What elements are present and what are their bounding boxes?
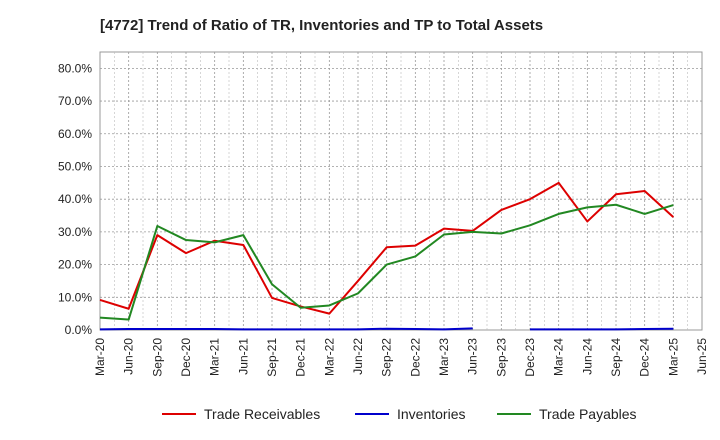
x-tick-label: Dec-20 [179,338,193,377]
x-tick-label: Jun-23 [466,338,480,375]
x-axis-ticks: Mar-20 Jun-20 Sep-20 Dec-20 Mar-21 Jun-21 Sep-… [93,338,709,377]
plot-area [99,51,703,331]
y-tick-label: 20.0% [58,258,92,272]
y-tick-label: 60.0% [58,127,92,141]
x-tick-label: Mar-25 [666,338,680,376]
x-tick-label: Dec-23 [523,338,537,377]
legend-label: Trade Payables [539,406,637,422]
x-tick-label: Mar-21 [208,338,222,376]
series-line-inventories [99,327,473,331]
y-tick-label: 10.0% [58,290,92,304]
x-tick-label: Jun-20 [122,338,136,375]
grid-lines [100,52,702,330]
y-tick-label: 0.0% [65,323,93,337]
series-lines [99,181,675,331]
x-tick-label: Mar-22 [322,338,336,376]
legend-label: Inventories [397,406,465,422]
x-tick-label: Mar-23 [437,338,451,376]
x-tick-label: Sep-20 [150,338,164,377]
x-tick-label: Sep-23 [494,338,508,377]
y-tick-label: 30.0% [58,225,92,239]
x-tick-label: Jun-24 [580,338,594,375]
y-tick-label: 40.0% [58,192,92,206]
chart-title: [4772] Trend of Ratio of TR, Inventories… [100,17,543,34]
plot-frame [99,51,703,331]
x-tick-label: Mar-20 [93,338,107,376]
x-tick-label: Dec-24 [638,338,652,377]
x-tick-label: Mar-24 [552,338,566,376]
x-tick-label: Jun-22 [351,338,365,375]
x-tick-label: Sep-24 [609,338,623,377]
legend-label: Trade Receivables [204,406,320,422]
y-tick-label: 70.0% [58,94,92,108]
y-tick-label: 80.0% [58,61,92,75]
series-line-inventories [530,327,674,331]
series-line-trade-payables [99,203,674,321]
x-tick-label: Jun-25 [695,338,709,375]
legend: Trade Receivables Inventories Trade Payabl… [162,406,637,422]
x-tick-label: Dec-21 [294,338,308,377]
y-tick-label: 50.0% [58,159,92,173]
y-axis-ticks: 0.0% 10.0% 20.0% 30.0% 40.0% 50.0% 60.0% 70.0% 8… [58,61,92,337]
x-tick-label: Sep-22 [380,338,394,377]
x-tick-label: Sep-21 [265,338,279,377]
x-tick-label: Jun-21 [236,338,250,375]
x-tick-label: Dec-22 [408,338,422,377]
